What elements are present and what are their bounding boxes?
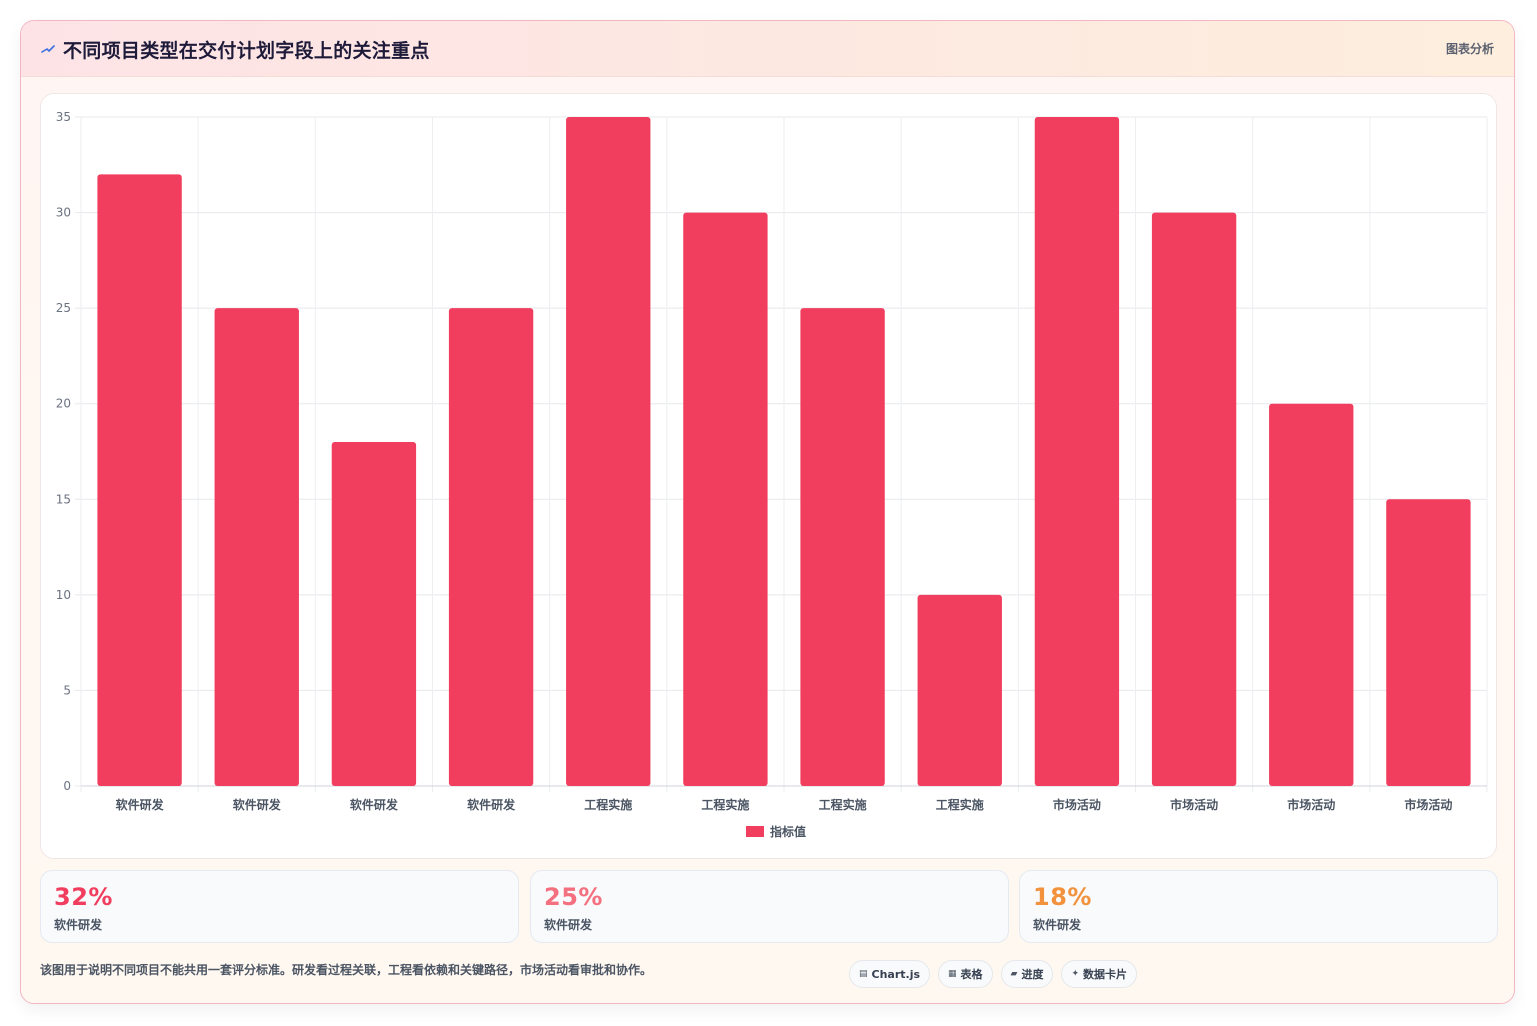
bar xyxy=(331,441,417,786)
tag-label: Chart.js xyxy=(871,967,921,981)
tag-data-card[interactable]: ✦ 数据卡片 xyxy=(1061,960,1138,988)
card-header: 不同项目类型在交付计划字段上的关注重点 图表分析 xyxy=(21,21,1514,77)
chart-note: 该图用于说明不同项目不能共用一套评分标准。研发看过程关联，工程看依赖和关键路径，… xyxy=(40,963,653,977)
tag-label: 数据卡片 xyxy=(1083,968,1128,981)
bar xyxy=(683,212,768,787)
y-tick-label: 15 xyxy=(56,492,71,506)
x-tick-label: 市场活动 xyxy=(1053,797,1101,812)
x-tick-label: 工程实施 xyxy=(819,797,867,812)
y-tick-label: 25 xyxy=(56,301,71,315)
bar xyxy=(1151,212,1237,787)
y-tick-label: 35 xyxy=(56,110,71,124)
bar xyxy=(448,308,534,786)
trend-line-icon xyxy=(41,45,55,53)
chart-analysis-badge: 图表分析 xyxy=(1445,42,1494,56)
tag-chartjs[interactable]: ▤ Chart.js xyxy=(849,960,931,988)
tag-table[interactable]: ▦ 表格 xyxy=(938,960,993,988)
x-tick-label: 工程实施 xyxy=(701,797,749,812)
tag-progress[interactable]: ▰ 进度 xyxy=(1000,960,1054,988)
bar xyxy=(214,308,299,786)
x-tick-label: 工程实施 xyxy=(584,797,632,812)
bar xyxy=(97,174,182,786)
kpi-value: 18% xyxy=(1033,883,1092,911)
bar-chart: 0 5 10 15 20 25 30 35 软件研发 软件研发 软件研发 软件研发 工程实施 工程实施 工程… xyxy=(56,110,1488,839)
chart-title: 不同项目类型在交付计划字段上的关注重点 xyxy=(63,40,430,62)
y-tick-label: 0 xyxy=(63,779,71,793)
x-tick-label: 市场活动 xyxy=(1170,797,1218,812)
y-tick-label: 20 xyxy=(56,397,71,411)
legend-label: 指标值 xyxy=(770,824,806,839)
bar xyxy=(1034,117,1120,786)
sparkle-icon: ✦ xyxy=(1071,969,1080,979)
x-tick-label: 软件研发 xyxy=(116,797,165,812)
kpi-label: 软件研发 xyxy=(544,918,593,932)
bar xyxy=(1269,403,1354,786)
x-tick-label: 软件研发 xyxy=(233,797,282,812)
kpi-value: 25% xyxy=(544,883,603,911)
legend-swatch xyxy=(746,826,764,837)
x-tick-label: 工程实施 xyxy=(936,797,984,812)
kpi-label: 软件研发 xyxy=(1033,918,1082,932)
x-tick-label: 市场活动 xyxy=(1287,797,1335,812)
progress-icon: ▰ xyxy=(1010,969,1018,979)
tag-list: ▤ Chart.js ▦ 表格 ▰ 进度 ✦ 数据卡片 xyxy=(849,960,1138,988)
y-tick-label: 30 xyxy=(56,206,71,220)
kpi-card-3: 18% 软件研发 xyxy=(1019,870,1498,943)
kpi-label: 软件研发 xyxy=(54,918,103,932)
chart-card: 不同项目类型在交付计划字段上的关注重点 图表分析 0 5 10 15 20 25 30 35 软… xyxy=(20,20,1515,1004)
tag-label: 表格 xyxy=(960,968,983,981)
table-icon: ▦ xyxy=(948,969,957,979)
x-tick-label: 软件研发 xyxy=(467,797,516,812)
bar xyxy=(1386,499,1471,786)
chart-panel: 0 5 10 15 20 25 30 35 软件研发 软件研发 软件研发 软件研发 工程实施 工程实施 工程… xyxy=(40,93,1497,859)
bar xyxy=(566,117,651,786)
x-tick-label: 软件研发 xyxy=(350,797,399,812)
bar xyxy=(917,594,1002,786)
chart-icon: ▤ xyxy=(859,969,868,979)
bar xyxy=(800,308,885,786)
y-tick-label: 10 xyxy=(56,588,71,602)
x-tick-label: 市场活动 xyxy=(1404,797,1452,812)
kpi-card-1: 32% 软件研发 xyxy=(40,870,519,943)
kpi-card-2: 25% 软件研发 xyxy=(530,870,1009,943)
tag-label: 进度 xyxy=(1021,968,1044,981)
kpi-value: 32% xyxy=(54,883,113,911)
y-tick-label: 5 xyxy=(63,683,71,697)
